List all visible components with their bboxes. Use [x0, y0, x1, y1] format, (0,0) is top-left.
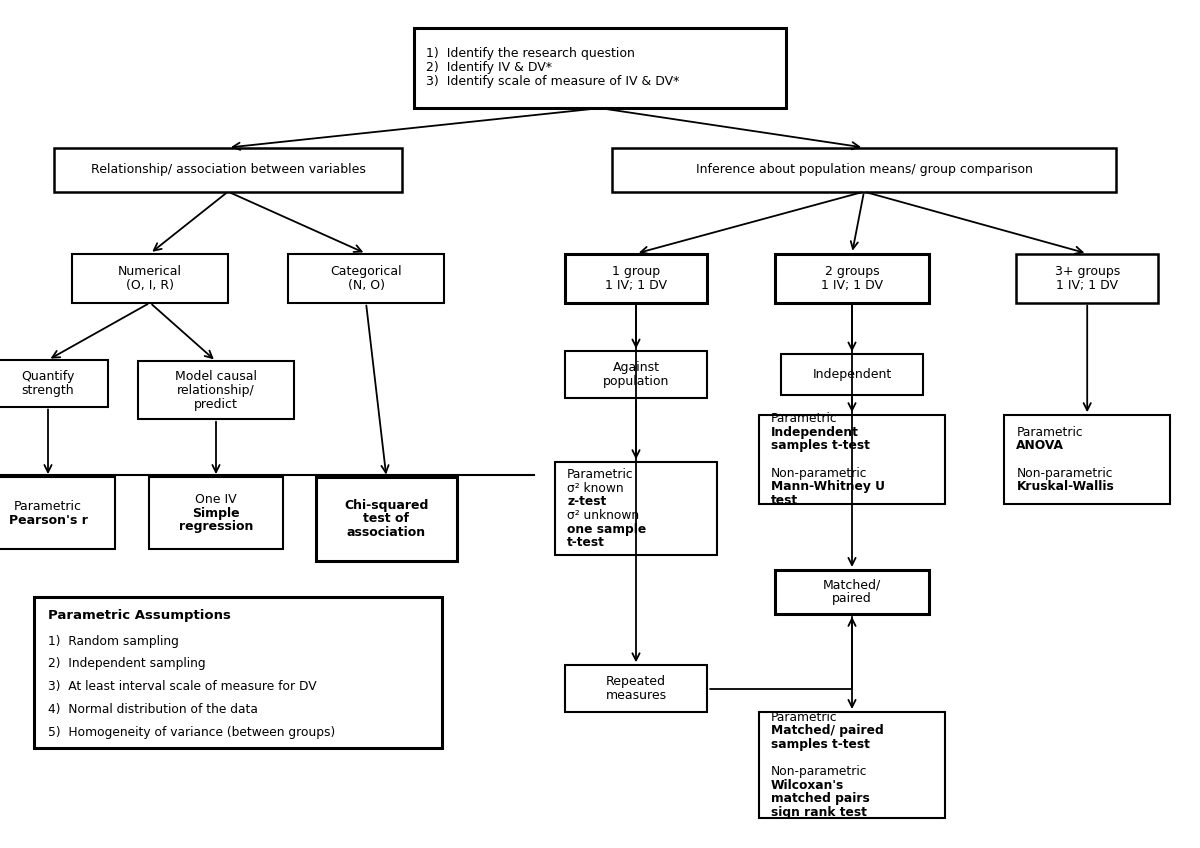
Text: Non-parametric: Non-parametric: [772, 466, 868, 480]
Bar: [565, 665, 707, 712]
Text: paired: paired: [832, 593, 872, 605]
Text: 1)  Identify the research question: 1) Identify the research question: [426, 47, 635, 60]
Text: Model causal: Model causal: [175, 370, 257, 382]
Bar: [0, 477, 115, 550]
Text: 1 IV; 1 DV: 1 IV; 1 DV: [821, 279, 883, 292]
Text: one sample: one sample: [568, 522, 647, 536]
Text: Pearson's r: Pearson's r: [8, 514, 88, 527]
Text: 3)  At least interval scale of measure for DV: 3) At least interval scale of measure fo…: [48, 680, 317, 694]
Text: Quantify: Quantify: [22, 370, 74, 382]
Text: predict: predict: [194, 398, 238, 410]
Text: Numerical: Numerical: [118, 265, 182, 277]
Text: Parametric Assumptions: Parametric Assumptions: [48, 609, 230, 622]
Bar: [72, 254, 228, 303]
Text: One IV: One IV: [196, 493, 236, 505]
Text: 2)  Identify IV & DV*: 2) Identify IV & DV*: [426, 61, 552, 75]
Text: population: population: [602, 376, 670, 388]
Text: Kruskal-Wallis: Kruskal-Wallis: [1016, 481, 1114, 494]
Text: matched pairs: matched pairs: [772, 793, 870, 806]
Text: Simple: Simple: [192, 506, 240, 520]
Bar: [775, 254, 929, 303]
Text: regression: regression: [179, 521, 253, 533]
Bar: [288, 254, 444, 303]
Text: 1)  Random sampling: 1) Random sampling: [48, 634, 179, 648]
Text: 1 IV; 1 DV: 1 IV; 1 DV: [1056, 279, 1118, 292]
Text: 2)  Independent sampling: 2) Independent sampling: [48, 657, 205, 671]
Text: Non-parametric: Non-parametric: [1016, 466, 1112, 480]
Text: 1 group: 1 group: [612, 265, 660, 277]
Text: Parametric: Parametric: [772, 412, 838, 425]
Text: 3+ groups: 3+ groups: [1055, 265, 1120, 277]
Text: Inference about population means/ group comparison: Inference about population means/ group …: [696, 163, 1032, 176]
Text: Chi-squared: Chi-squared: [344, 499, 428, 511]
Bar: [612, 148, 1116, 192]
Bar: [316, 477, 457, 561]
Text: (N, O): (N, O): [348, 279, 384, 292]
Bar: [1004, 415, 1170, 504]
Bar: [775, 570, 929, 614]
Text: association: association: [347, 527, 426, 539]
Text: 1 IV; 1 DV: 1 IV; 1 DV: [605, 279, 667, 292]
Text: 5)  Homogeneity of variance (between groups): 5) Homogeneity of variance (between grou…: [48, 726, 335, 739]
Text: Mann-Whitney U: Mann-Whitney U: [772, 481, 886, 494]
Text: Parametric: Parametric: [772, 711, 838, 723]
Text: Against: Against: [612, 361, 660, 374]
Bar: [758, 712, 946, 817]
Text: samples t-test: samples t-test: [772, 738, 870, 751]
Text: 2 groups: 2 groups: [824, 265, 880, 277]
Text: (O, I, R): (O, I, R): [126, 279, 174, 292]
Text: samples t-test: samples t-test: [772, 439, 870, 453]
Text: strength: strength: [22, 384, 74, 397]
Text: Independent: Independent: [812, 368, 892, 382]
Text: Independent: Independent: [772, 426, 859, 438]
Text: σ² unknown: σ² unknown: [568, 509, 640, 522]
Bar: [138, 361, 294, 419]
Text: ANOVA: ANOVA: [1016, 439, 1064, 453]
Bar: [414, 28, 786, 109]
Text: 3)  Identify scale of measure of IV & DV*: 3) Identify scale of measure of IV & DV*: [426, 75, 679, 88]
Bar: [34, 597, 442, 748]
Text: Relationship/ association between variables: Relationship/ association between variab…: [90, 163, 366, 176]
Text: Parametric: Parametric: [14, 499, 82, 512]
Text: Categorical: Categorical: [330, 265, 402, 277]
Bar: [565, 254, 707, 303]
Text: 4)  Normal distribution of the data: 4) Normal distribution of the data: [48, 703, 258, 717]
Text: test of: test of: [364, 512, 409, 526]
Text: Matched/ paired: Matched/ paired: [772, 724, 883, 737]
Text: Parametric: Parametric: [1016, 426, 1084, 438]
Bar: [0, 360, 108, 406]
Bar: [1016, 254, 1158, 303]
Text: Repeated: Repeated: [606, 675, 666, 688]
Text: t-test: t-test: [568, 537, 605, 550]
Text: measures: measures: [606, 689, 666, 702]
Text: z-test: z-test: [568, 495, 606, 509]
Text: σ² known: σ² known: [568, 482, 624, 495]
Bar: [149, 477, 283, 550]
Text: Parametric: Parametric: [568, 468, 634, 481]
Bar: [781, 354, 923, 395]
Bar: [54, 148, 402, 192]
Text: relationship/: relationship/: [178, 383, 254, 397]
Text: Wilcoxan's: Wilcoxan's: [772, 778, 845, 792]
Text: sign rank test: sign rank test: [772, 806, 866, 819]
Text: Non-parametric: Non-parametric: [772, 765, 868, 778]
Text: Matched/: Matched/: [823, 578, 881, 591]
Bar: [565, 351, 707, 398]
Bar: [554, 462, 718, 555]
Bar: [758, 415, 946, 504]
Text: test: test: [772, 494, 798, 507]
